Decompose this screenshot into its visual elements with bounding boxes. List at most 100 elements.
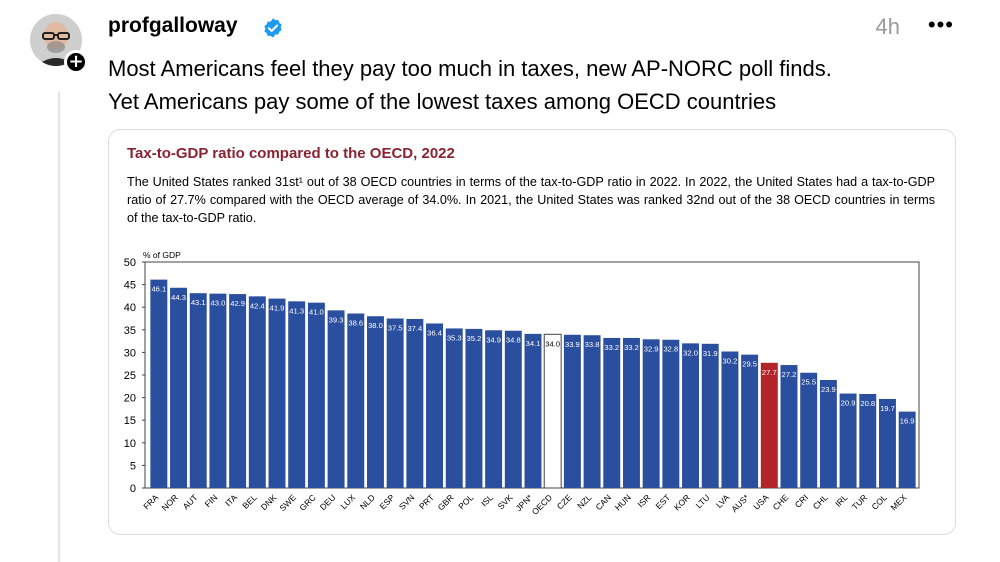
data-label: 23.9 <box>821 385 836 394</box>
chart-description: The United States ranked 31st¹ out of 38… <box>127 175 935 225</box>
data-label: 30.2 <box>723 356 738 365</box>
data-label: 43.1 <box>191 298 206 307</box>
post-text-line-2: Yet Americans pay some of the lowest tax… <box>108 89 777 114</box>
verified-badge-icon <box>264 18 282 38</box>
bar-fin <box>209 293 227 488</box>
bar-nld <box>366 316 384 488</box>
bar-oecd <box>543 333 562 489</box>
data-label: 34.8 <box>506 336 521 345</box>
follow-plus-icon[interactable]: + <box>64 50 88 74</box>
bar-aus <box>741 354 759 488</box>
x-tick-label: COL <box>869 492 889 512</box>
bar-kor <box>682 343 700 488</box>
data-label: 32.8 <box>663 345 678 354</box>
data-label: 37.4 <box>407 324 422 333</box>
timestamp[interactable]: 4h <box>875 14 900 39</box>
y-tick-label: 15 <box>124 415 136 427</box>
x-tick-label: ITA <box>223 492 239 508</box>
data-label: 36.4 <box>427 328 442 337</box>
data-label: 42.9 <box>230 299 245 308</box>
data-label: 31.9 <box>703 349 718 358</box>
x-tick-label: CHE <box>771 492 791 512</box>
bar-irl <box>839 393 857 488</box>
x-tick-label: FIN <box>203 492 220 509</box>
bar-pol <box>465 328 483 488</box>
x-tick-label: ISR <box>635 492 652 509</box>
bar-esp <box>386 318 404 488</box>
data-label: 33.2 <box>604 343 619 352</box>
bar-col <box>878 398 896 488</box>
bar-isl <box>485 330 503 488</box>
data-label: 35.2 <box>467 334 482 343</box>
bar-tur <box>859 393 877 488</box>
bar-grc <box>307 302 325 488</box>
y-tick-label: 40 <box>124 302 136 314</box>
y-tick-label: 35 <box>124 325 136 337</box>
more-options-icon[interactable]: ••• <box>927 12 954 37</box>
data-label: 32.9 <box>644 344 659 353</box>
bar-bel <box>248 296 266 488</box>
bar-prt <box>426 323 444 488</box>
x-tick-label: AUT <box>181 492 200 511</box>
bar-est <box>662 339 680 488</box>
data-label: 41.3 <box>289 306 304 315</box>
data-label: 42.4 <box>250 301 265 310</box>
x-tick-label: FRA <box>141 492 160 511</box>
x-tick-label: GRC <box>297 492 317 512</box>
data-label: 33.9 <box>565 340 580 349</box>
bar-chl <box>819 379 837 488</box>
x-tick-label: CRI <box>793 492 810 509</box>
bar-gbr <box>445 328 463 488</box>
data-label: 34.0 <box>545 339 560 348</box>
data-label: 38.0 <box>368 321 383 330</box>
x-tick-label: AUS* <box>729 492 751 514</box>
bar-can <box>603 337 621 488</box>
data-label: 20.8 <box>860 399 875 408</box>
data-label: 44.3 <box>171 293 186 302</box>
x-tick-label: OECD <box>530 492 554 516</box>
username[interactable]: profgalloway <box>108 14 238 37</box>
data-label: 46.1 <box>151 285 166 294</box>
x-tick-label: HUN <box>613 492 633 512</box>
bar-deu <box>327 310 345 488</box>
x-tick-label: POL <box>456 492 475 511</box>
y-tick-label: 0 <box>130 483 136 495</box>
bar-swe <box>288 301 306 488</box>
x-tick-label: LUX <box>338 492 357 511</box>
data-label: 41.0 <box>309 308 324 317</box>
data-label: 29.5 <box>742 360 757 369</box>
bar-nor <box>170 287 188 488</box>
bar-cze <box>563 334 581 488</box>
x-tick-label: DNK <box>259 492 279 512</box>
x-tick-label: NZL <box>575 492 594 511</box>
post-image-card[interactable]: Tax-to-GDP ratio compared to the OECD, 2… <box>108 129 956 535</box>
chart-title: Tax-to-GDP ratio compared to the OECD, 2… <box>127 145 455 162</box>
bar-jpn <box>524 333 542 488</box>
data-label: 34.1 <box>526 339 541 348</box>
bar-usa <box>760 362 778 488</box>
bar-ltu <box>701 343 719 488</box>
data-label: 20.9 <box>841 399 856 408</box>
x-tick-label: EST <box>653 492 672 511</box>
data-label: 33.2 <box>624 343 639 352</box>
x-tick-label: CZE <box>555 492 574 511</box>
data-label: 39.3 <box>329 315 344 324</box>
bar-hun <box>622 337 640 488</box>
tax-to-gdp-bar-chart: % of GDP 0 5 10 15 20 25 30 35 40 45 50 46.1 FRA 44.3 N… <box>124 250 920 517</box>
data-label: 37.5 <box>388 324 403 333</box>
y-tick-label: 5 <box>130 460 136 472</box>
bar-lux <box>347 313 365 488</box>
data-label: 32.0 <box>683 348 698 357</box>
x-tick-label: CAN <box>593 492 613 512</box>
x-tick-label: LTU <box>694 492 712 510</box>
bar-fra <box>150 279 168 488</box>
x-tick-label: SVN <box>397 492 416 511</box>
x-tick-label: KOR <box>672 492 692 512</box>
x-tick-label: BEL <box>240 492 259 511</box>
bar-isr <box>642 339 660 488</box>
x-tick-label: NLD <box>358 492 377 511</box>
x-tick-label: NOR <box>160 492 180 512</box>
thread-line <box>58 92 60 562</box>
x-tick-label: SVK <box>496 492 515 511</box>
x-tick-label: ESP <box>377 492 396 511</box>
